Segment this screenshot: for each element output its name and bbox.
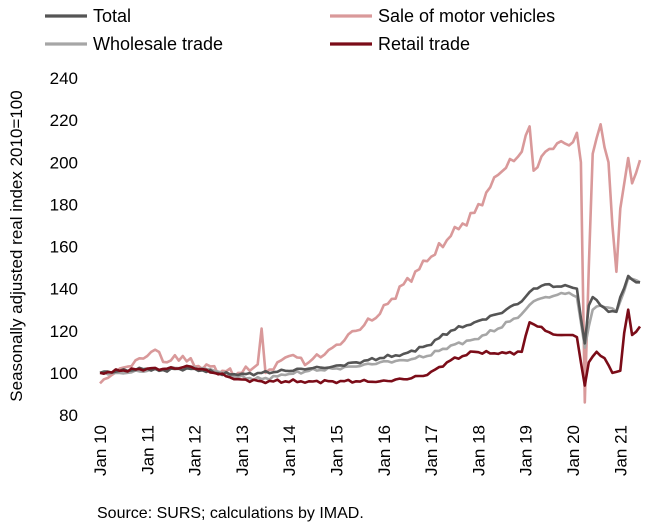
x-tick-label: Jan 17 <box>422 425 441 476</box>
x-tick-label: Jan 10 <box>91 425 110 476</box>
legend-label: Retail trade <box>378 34 470 54</box>
series-line <box>99 308 642 387</box>
series-line <box>99 274 640 377</box>
source-note: Source: SURS; calculations by IMAD. <box>97 505 364 522</box>
series-lines <box>99 123 642 404</box>
y-tick-label: 180 <box>50 195 78 214</box>
legend: Total Sale of motor vehicles Wholesale tra… <box>45 6 555 54</box>
y-tick-label: 200 <box>50 153 78 172</box>
y-tick-label: 80 <box>59 406 78 425</box>
series-line <box>99 123 642 404</box>
x-tick-label: Jan 11 <box>138 425 157 475</box>
y-tick-label: 120 <box>50 322 78 341</box>
y-tick-label: 160 <box>50 238 78 257</box>
x-tick-label: Jan 12 <box>186 425 205 476</box>
y-axis-title: Seasonally adjusted real index 2010=100 <box>7 90 26 401</box>
y-axis-ticks: 80 100 120 140 160 180 200 220 240 <box>50 69 78 425</box>
x-tick-label: Jan 13 <box>233 425 252 476</box>
x-tick-label: Jan 18 <box>469 425 488 476</box>
y-tick-label: 100 <box>50 364 78 383</box>
legend-label: Sale of motor vehicles <box>378 6 555 26</box>
series-line <box>99 276 641 382</box>
y-axis-label: Seasonally adjusted real index 2010=100 <box>7 90 26 401</box>
legend-label: Total <box>93 6 131 26</box>
y-tick-label: 140 <box>50 280 78 299</box>
x-tick-label: Jan 19 <box>517 425 536 476</box>
x-tick-label: Jan 21 <box>611 425 630 476</box>
x-tick-label: Jan 15 <box>327 425 346 476</box>
y-tick-label: 240 <box>50 69 78 88</box>
legend-label: Wholesale trade <box>93 34 223 54</box>
x-tick-label: Jan 16 <box>375 425 394 476</box>
x-tick-label: Jan 20 <box>564 425 583 476</box>
x-axis-ticks: Jan 10 Jan 11 Jan 12 Jan 13 Jan 14 Jan 15 Jan … <box>91 425 630 476</box>
x-tick-label: Jan 14 <box>280 425 299 476</box>
y-tick-label: 220 <box>50 111 78 130</box>
